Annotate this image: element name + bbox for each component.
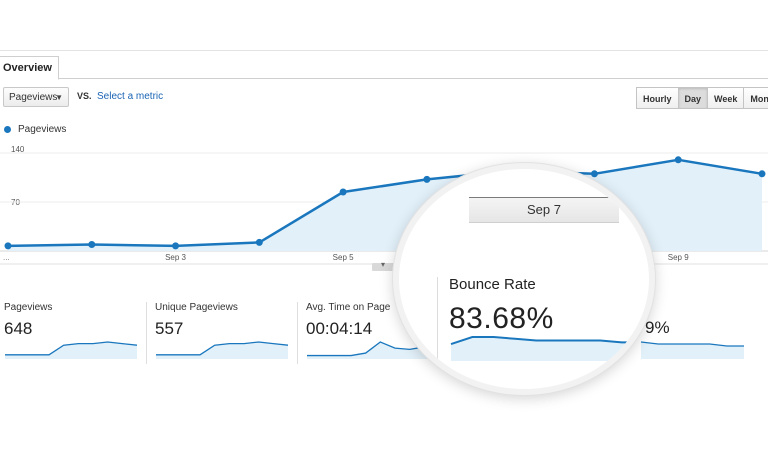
date-tooltip: Sep 7 (469, 197, 619, 223)
data-point (4, 242, 12, 250)
primary-metric-dropdown[interactable]: Pageviews ▼ (3, 87, 69, 107)
partial-scorecard-value: 9% (645, 318, 670, 337)
x-tick-label: Sep 5 (332, 253, 354, 262)
scorecard-avg-time-on-page[interactable]: Avg. Time on Page 00:04:14 (306, 302, 446, 364)
scorecard-label: Unique Pageviews (155, 302, 238, 313)
sparkline (156, 341, 289, 359)
sparkline (5, 341, 138, 359)
bounce-rate-value: 83.68% (449, 302, 554, 335)
scorecard-label: Pageviews (4, 302, 53, 313)
scorecard-pageviews[interactable]: Pageviews 648 (4, 302, 144, 364)
card-divider (146, 302, 147, 364)
sparkline-line (5, 341, 138, 356)
data-point (758, 170, 766, 178)
sparkline-line (156, 341, 289, 356)
scorecard-value: 648 (4, 319, 33, 338)
top-divider (0, 50, 768, 51)
sparkline-area (156, 342, 288, 359)
sparkline (307, 341, 440, 359)
scorecard-label: Avg. Time on Page (306, 302, 391, 313)
scorecard-value: 00:04:14 (306, 319, 373, 338)
data-point (423, 175, 431, 183)
month-button[interactable]: Mont (743, 87, 768, 109)
data-point (88, 241, 96, 248)
x-tick-label: Sep 9 (667, 253, 689, 262)
sparkline-area (641, 342, 744, 359)
chart-legend: Pageviews (4, 124, 66, 135)
sparkline-line (307, 341, 440, 357)
data-point (674, 156, 682, 164)
series-line (7, 158, 763, 248)
data-point (255, 238, 263, 246)
sparkline-area (307, 342, 439, 359)
sparkline-area (5, 342, 137, 359)
sparkline-line (450, 336, 643, 346)
legend-label: Pageviews (18, 124, 67, 135)
primary-metric-label: Pageviews (9, 92, 58, 103)
chart-resize-handle[interactable] (372, 260, 396, 271)
legend-dot-icon (4, 126, 11, 133)
bounce-rate-sparkline (450, 336, 643, 361)
partial-sparkline (640, 341, 744, 359)
y-tick-label: 140 (11, 145, 25, 154)
lens-card-divider (437, 277, 438, 389)
granularity-buttons: Hourly Day Week Mont (636, 87, 768, 109)
x-tick-label: Sep 3 (165, 253, 186, 262)
select-metric-link[interactable]: Select a metric (97, 91, 164, 102)
more-indicator: ... (3, 253, 10, 262)
tab-overview[interactable]: Overview (0, 56, 59, 80)
scorecard-value: 557 (155, 319, 184, 338)
card-divider (297, 302, 298, 364)
pageviews-chart (0, 152, 768, 265)
data-point (339, 188, 347, 196)
data-point (172, 242, 180, 250)
sparkline-area (451, 337, 643, 361)
tab-bar: Overview (0, 56, 768, 80)
scorecard-unique-pageviews[interactable]: Unique Pageviews 557 (155, 302, 295, 364)
bounce-rate-label: Bounce Rate (449, 276, 536, 293)
sparkline-line (640, 341, 744, 347)
chevron-down-icon: ▼ (55, 93, 63, 102)
magnifier-lens: Sep 7 Bounce Rate 83.68% (393, 163, 655, 395)
vs-label: VS. (77, 91, 92, 101)
data-point (590, 170, 598, 178)
